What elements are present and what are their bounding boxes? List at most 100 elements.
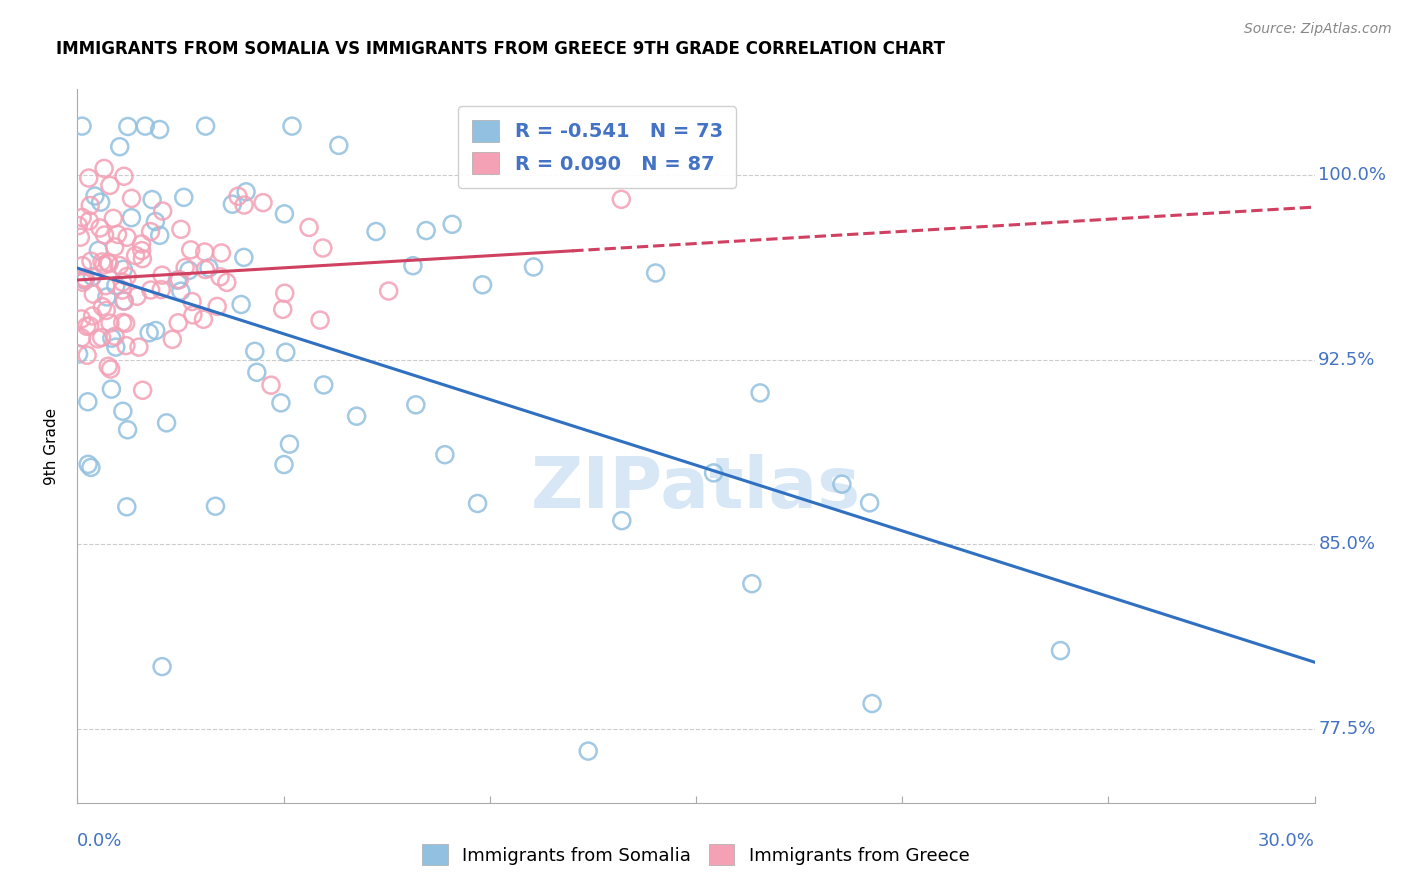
Point [252,195,274,210]
Point [121,211,143,225]
Point [76,319,98,334]
Text: 85.0%: 85.0% [1319,535,1375,553]
Point [70,119,93,133]
Point [117,120,139,134]
Point [859,496,882,510]
Point [131,252,153,266]
Point [167,316,190,330]
Point [145,214,167,228]
Point [101,331,124,345]
Point [89,221,111,235]
Point [76,348,98,362]
Point [79,198,101,212]
Point [270,396,292,410]
Point [831,477,853,491]
Point [104,340,127,354]
Point [271,302,294,317]
Point [69,230,91,244]
Point [149,228,172,243]
Point [312,378,335,392]
Point [235,185,257,199]
Legend: Immigrants from Somalia, Immigrants from Greece: Immigrants from Somalia, Immigrants from… [415,837,977,872]
Point [174,260,197,275]
Point [67,347,90,361]
Point [150,268,173,283]
Point [298,220,321,235]
Point [273,458,295,472]
Point [111,283,134,297]
Point [104,329,127,343]
Point [415,223,437,237]
Point [467,496,489,510]
Point [104,240,127,254]
Point [229,297,252,311]
Y-axis label: 9th Grade: 9th Grade [44,408,59,484]
Point [204,500,226,514]
Text: 92.5%: 92.5% [1319,351,1375,369]
Point [205,300,228,314]
Point [97,359,120,374]
Point [111,404,134,418]
Point [76,394,98,409]
Point [107,227,129,242]
Point [96,290,118,304]
Point [309,313,332,327]
Point [346,409,368,424]
Point [82,287,104,301]
Point [221,197,243,211]
Point [281,119,304,133]
Point [93,227,115,242]
Point [77,214,100,228]
Point [98,316,121,330]
Point [134,119,156,133]
Text: 100.0%: 100.0% [1319,166,1386,185]
Point [115,230,138,244]
Point [194,262,217,277]
Point [576,744,599,758]
Point [141,193,163,207]
Point [93,258,115,272]
Point [173,190,195,204]
Point [226,189,249,203]
Point [103,211,125,226]
Point [82,269,104,284]
Point [433,448,456,462]
Point [181,308,204,322]
Point [162,332,184,346]
Point [170,222,193,236]
Point [112,262,135,277]
Point [97,256,120,270]
Point [198,260,221,275]
Text: 30.0%: 30.0% [1258,832,1315,850]
Point [193,312,215,326]
Point [87,244,110,258]
Point [70,331,93,345]
Point [93,161,115,176]
Point [115,269,138,284]
Point [90,330,112,344]
Point [278,437,301,451]
Point [215,276,238,290]
Point [610,514,633,528]
Point [90,255,112,269]
Point [169,273,191,287]
Point [402,259,425,273]
Point [312,241,335,255]
Point [70,312,93,326]
Point [145,324,167,338]
Text: Source: ZipAtlas.com: Source: ZipAtlas.com [1244,22,1392,37]
Point [260,378,283,392]
Point [328,138,350,153]
Point [117,423,139,437]
Point [149,122,172,136]
Point [94,278,117,293]
Point [112,293,135,308]
Point [77,171,100,186]
Point [1049,643,1071,657]
Point [233,198,256,212]
Point [194,119,217,133]
Point [112,293,135,308]
Point [121,191,143,205]
Text: 77.5%: 77.5% [1319,720,1375,738]
Point [273,207,295,221]
